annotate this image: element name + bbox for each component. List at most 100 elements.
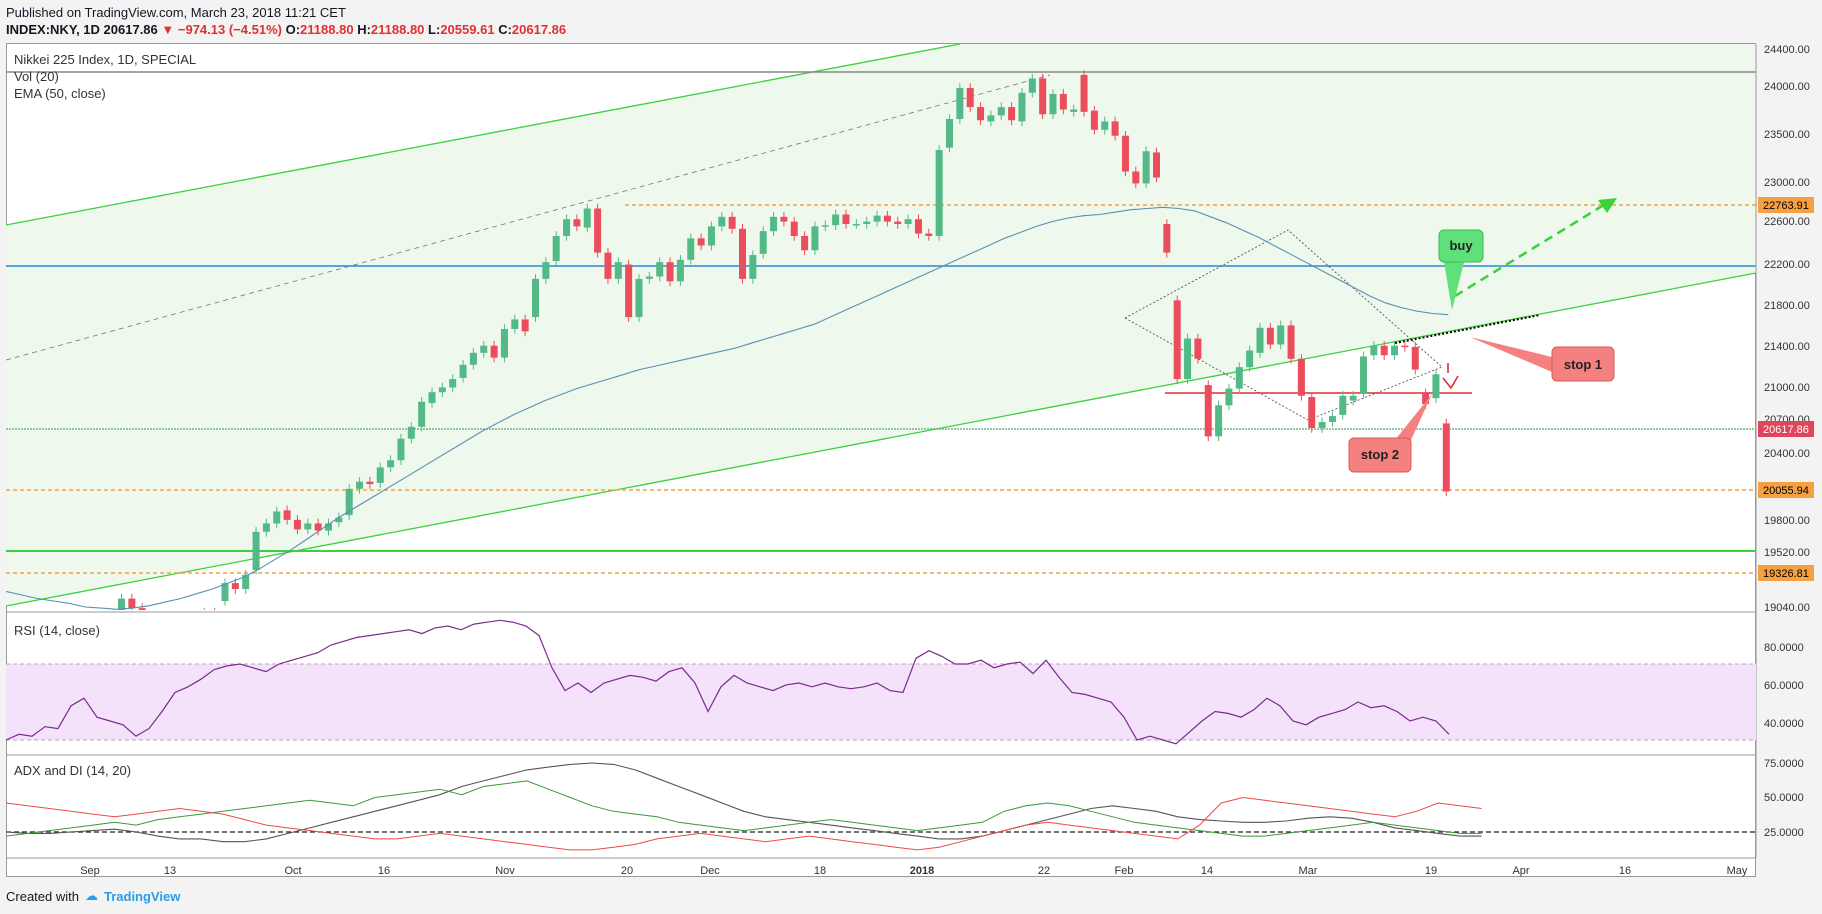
candle[interactable] [149, 625, 156, 635]
candle[interactable] [946, 119, 953, 148]
candle[interactable] [1059, 93, 1067, 110]
candle[interactable] [904, 219, 912, 225]
tradingview-brand[interactable]: TradingView [103, 888, 181, 904]
candle[interactable] [480, 345, 488, 353]
mid-dashed-line[interactable] [6, 74, 1051, 361]
candle[interactable] [1194, 338, 1202, 359]
candle[interactable] [397, 438, 405, 461]
candle[interactable] [138, 608, 146, 625]
candle[interactable] [552, 235, 560, 261]
candle[interactable] [1349, 395, 1357, 401]
candle[interactable] [956, 88, 964, 120]
candle[interactable] [1339, 395, 1347, 415]
candle[interactable] [438, 387, 446, 393]
candle[interactable] [262, 523, 270, 532]
candle[interactable] [645, 276, 653, 279]
candle[interactable] [418, 401, 426, 427]
candle[interactable] [666, 262, 674, 282]
candle[interactable] [1225, 388, 1233, 406]
candle[interactable] [1111, 121, 1119, 136]
stop2-callout[interactable]: stop 2 [1348, 394, 1432, 473]
candle[interactable] [180, 634, 187, 647]
candle[interactable] [490, 345, 498, 358]
candle[interactable] [221, 583, 229, 601]
candle[interactable] [242, 574, 250, 590]
ema-line[interactable] [6, 206, 1449, 610]
candle[interactable] [1360, 356, 1367, 394]
di-plus-line[interactable] [5, 780, 1482, 837]
candle[interactable] [1391, 345, 1399, 356]
candle[interactable] [1318, 422, 1326, 429]
candle[interactable] [273, 511, 281, 524]
candle[interactable] [749, 255, 757, 279]
candle[interactable] [1121, 135, 1129, 172]
candle[interactable] [170, 643, 177, 649]
candle[interactable] [1070, 109, 1078, 112]
candle[interactable] [873, 215, 881, 222]
candle[interactable] [1442, 423, 1450, 492]
candle[interactable] [987, 115, 995, 122]
candle[interactable] [1287, 325, 1295, 359]
candle[interactable] [1080, 74, 1088, 112]
candle[interactable] [728, 216, 736, 229]
projection-arrow[interactable] [1454, 198, 1613, 298]
candle[interactable] [883, 215, 891, 222]
candle[interactable] [1422, 393, 1430, 405]
candle[interactable] [1204, 385, 1212, 437]
rsi-line[interactable] [5, 619, 1450, 745]
candle[interactable] [770, 216, 778, 232]
candle[interactable] [1132, 171, 1140, 184]
candle[interactable] [1090, 110, 1098, 130]
candle[interactable] [469, 352, 477, 365]
candle[interactable] [1184, 338, 1192, 380]
candle[interactable] [252, 531, 260, 570]
time-axis[interactable]: Sep 13 Oct 16 Nov 20 Dec 18 2018 22 Feb … [80, 865, 1748, 877]
candle[interactable] [707, 226, 715, 246]
candle[interactable] [759, 231, 767, 254]
candle[interactable] [977, 107, 985, 121]
candle[interactable] [718, 216, 726, 227]
candle[interactable] [821, 225, 829, 227]
candle[interactable] [563, 219, 571, 236]
candle[interactable] [594, 208, 602, 253]
candle[interactable] [739, 228, 746, 279]
candle[interactable] [966, 88, 974, 108]
candle[interactable] [1256, 327, 1264, 353]
candle[interactable] [894, 221, 902, 225]
price-axis[interactable]: 24400.00 24000.00 23500.00 23000.00 2260… [1764, 44, 1810, 614]
candle[interactable] [1039, 78, 1047, 115]
candle[interactable] [1018, 92, 1026, 122]
candle[interactable] [583, 208, 591, 228]
candle[interactable] [1163, 224, 1171, 253]
stop1-callout[interactable]: stop 1 [1470, 337, 1615, 382]
candle[interactable] [511, 319, 519, 329]
candle[interactable] [66, 642, 73, 648]
candle[interactable] [811, 226, 819, 251]
candle[interactable] [697, 238, 705, 246]
candle[interactable] [304, 523, 312, 530]
adx-line[interactable] [5, 762, 1482, 843]
candle[interactable] [625, 264, 633, 318]
candle[interactable] [1297, 358, 1305, 396]
candle[interactable] [366, 481, 374, 485]
candle[interactable] [573, 219, 581, 227]
candle[interactable] [542, 262, 550, 279]
candle[interactable] [293, 519, 301, 530]
candle[interactable] [521, 319, 529, 332]
candle[interactable] [345, 488, 353, 516]
candle[interactable] [159, 634, 166, 642]
chart-svg[interactable]: buy stop 1 stop 2 Nikkei 225 Index, 1D, … [0, 0, 1822, 890]
candle[interactable] [1266, 327, 1274, 345]
candle[interactable] [935, 150, 943, 236]
candle[interactable] [231, 583, 239, 590]
candle[interactable] [832, 214, 840, 226]
candle[interactable] [1008, 107, 1016, 121]
candle[interactable] [325, 523, 332, 531]
candle[interactable] [1432, 374, 1440, 399]
candle[interactable] [687, 238, 695, 260]
symbol-name[interactable]: INDEX:NKY, 1D [6, 22, 100, 37]
candle[interactable] [335, 517, 343, 523]
candle[interactable] [118, 598, 125, 611]
candle[interactable] [1153, 152, 1160, 178]
candle[interactable] [532, 278, 539, 318]
